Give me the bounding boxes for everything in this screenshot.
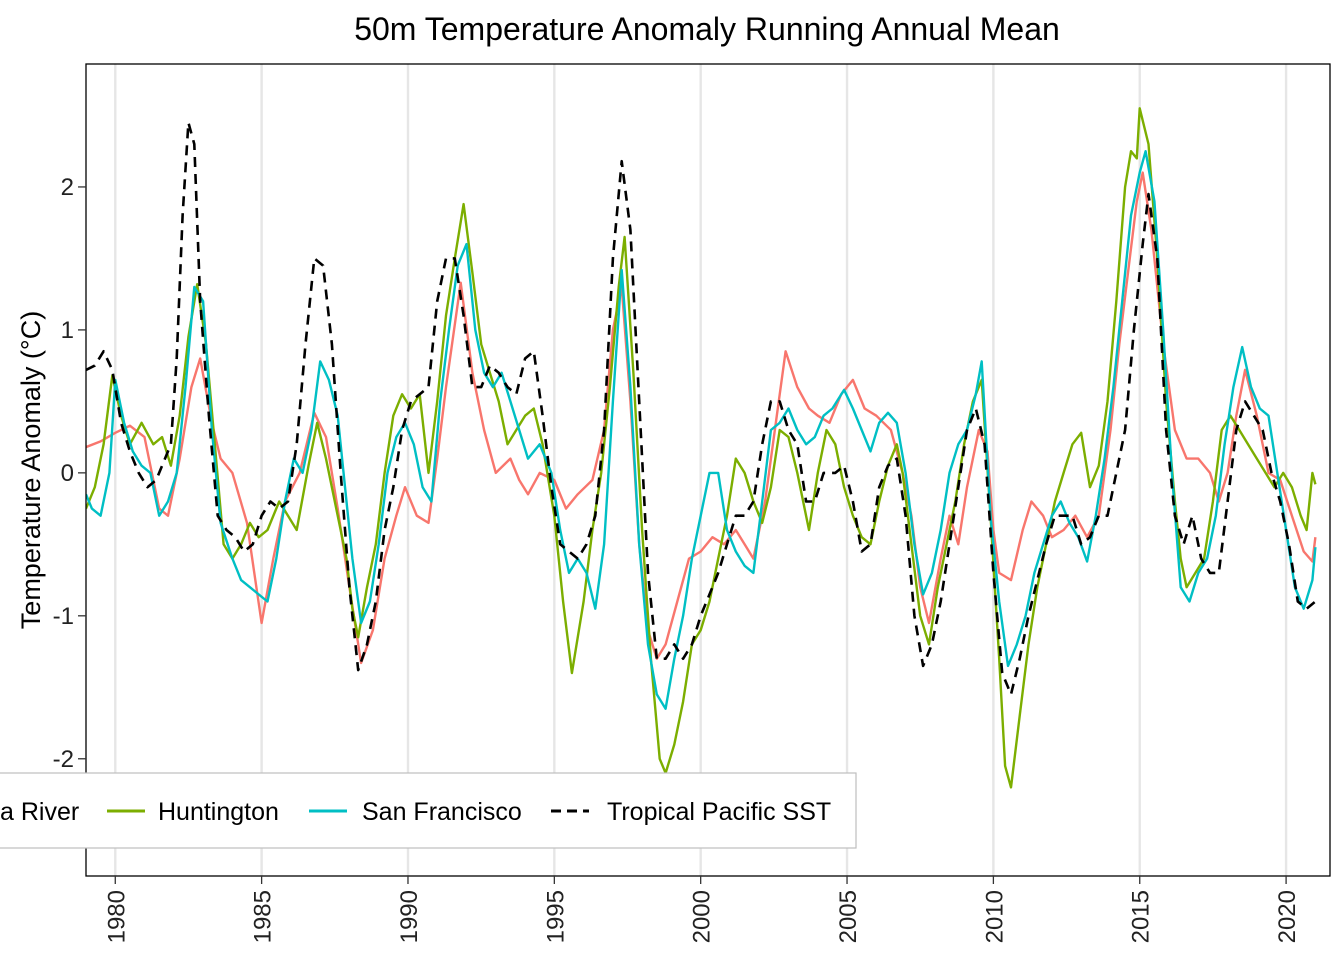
x-tick-label-1995: 1995 [542, 890, 569, 943]
gridlines [114, 64, 1288, 876]
chart-title: 50m Temperature Anomaly Running Annual M… [354, 11, 1060, 47]
x-tick-label-1980: 1980 [103, 890, 130, 943]
plot-area [86, 107, 1317, 789]
legend-label-tropical-pacific-sst: Tropical Pacific SST [607, 798, 831, 826]
x-tick-label-1985: 1985 [250, 890, 277, 943]
legend-label-huntington: Huntington [158, 798, 279, 826]
legend-label-san-francisco: San Francisco [362, 798, 522, 826]
y-tick-label--1: -1 [53, 603, 74, 630]
legend-label-columbia-river: a River [0, 798, 79, 826]
y-tick-label-0: 0 [61, 460, 74, 487]
y-tick-label-1: 1 [61, 317, 74, 344]
x-tick-label-1990: 1990 [396, 890, 423, 943]
series-line-san-francisco [86, 150, 1317, 710]
x-axis: 1980 1985 1990 1995 2000 2005 2010 2015 2020 [103, 876, 1301, 943]
legend: a River Huntington San Francisco Tropical P… [0, 772, 857, 849]
x-tick-label-2015: 2015 [1128, 890, 1155, 943]
series-line-columbia-river [86, 171, 1317, 665]
x-tick-label-2005: 2005 [835, 890, 862, 943]
y-axis-title: Temperature Anomaly (°C) [16, 311, 46, 629]
y-axis: -2 -1 0 1 2 [53, 174, 86, 773]
x-tick-label-2000: 2000 [689, 890, 716, 943]
series-line-huntington [86, 107, 1317, 789]
y-tick-label-2: 2 [61, 174, 74, 201]
series-line-tropical-pacific-sst [86, 121, 1317, 696]
y-tick-label--2: -2 [53, 746, 74, 773]
x-tick-label-2010: 2010 [981, 890, 1008, 943]
x-tick-label-2020: 2020 [1274, 890, 1301, 943]
plot-border [85, 63, 1331, 877]
